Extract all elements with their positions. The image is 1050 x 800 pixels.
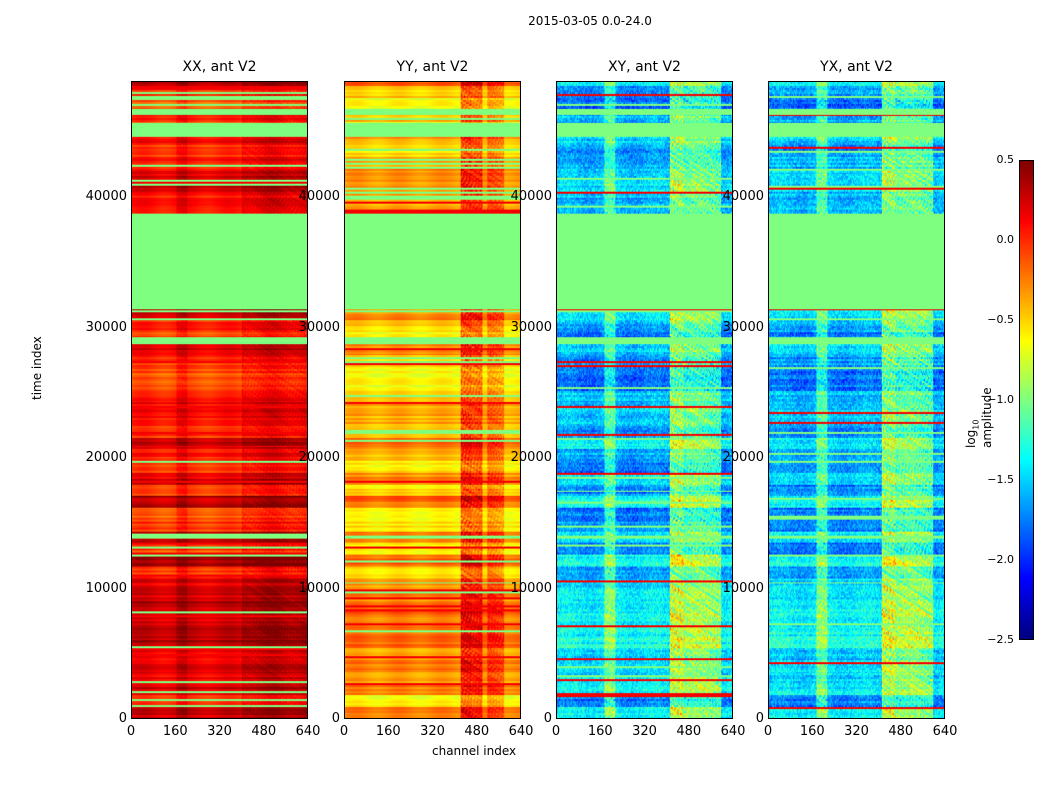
colorbar-label-prefix: log: [964, 429, 978, 448]
heatmap-panel: [344, 81, 521, 719]
y-tick-label: 10000: [298, 580, 340, 596]
x-tick-label: 640: [720, 724, 746, 739]
panel-title: XY, ant V2: [608, 59, 681, 75]
y-tick-label: 40000: [722, 189, 764, 205]
colorbar-label-sub: 10: [971, 419, 981, 430]
heatmap-cells: [769, 82, 944, 718]
panel-title: YY, ant V2: [396, 59, 469, 75]
y-tick-label: 40000: [85, 189, 127, 205]
panel-title: YX, ant V2: [820, 59, 893, 75]
colorbar-tick-label: −2.0: [987, 553, 1014, 566]
x-tick-label: 160: [375, 724, 401, 739]
y-tick-label: 0: [755, 711, 764, 726]
heatmap-panel: [556, 81, 733, 719]
x-tick-label: 160: [162, 724, 188, 739]
heatmap-cells: [345, 82, 520, 718]
y-tick-label: 40000: [298, 189, 340, 205]
y-tick-label: 30000: [298, 319, 340, 335]
panel-title: XX, ant V2: [182, 59, 257, 75]
y-tick-label: 20000: [510, 450, 552, 466]
y-tick-label: 0: [331, 711, 340, 726]
x-tick-label: 480: [888, 724, 914, 739]
x-tick-label: 320: [844, 724, 869, 739]
x-tick-label: 160: [799, 724, 825, 739]
heatmap-cells: [557, 82, 732, 718]
y-tick-label: 10000: [85, 580, 127, 596]
x-axis-label: channel index: [432, 744, 517, 758]
y-tick-label: 20000: [85, 450, 127, 466]
x-tick-label: 0: [763, 724, 773, 739]
y-tick-label: 30000: [722, 319, 764, 335]
y-axis-label: time index: [30, 336, 44, 400]
x-tick-label: 0: [126, 724, 136, 739]
y-tick-label: 20000: [722, 450, 764, 466]
x-tick-label: 480: [464, 724, 490, 739]
y-tick-label: 0: [543, 711, 552, 726]
y-tick-label: 0: [118, 711, 127, 726]
figure-title: 2015-03-05 0.0-24.0: [528, 14, 652, 28]
y-tick-label: 40000: [510, 189, 552, 205]
x-tick-label: 320: [420, 724, 445, 739]
y-tick-label: 10000: [722, 580, 764, 596]
heatmap-panel: [768, 81, 945, 719]
colorbar: [1019, 160, 1034, 640]
y-tick-label: 20000: [298, 450, 340, 466]
y-tick-label: 10000: [510, 580, 552, 596]
colorbar-tick-label: 0.5: [996, 153, 1015, 166]
x-tick-label: 480: [676, 724, 702, 739]
x-tick-label: 480: [251, 724, 277, 739]
y-tick-label: 30000: [510, 319, 552, 335]
colorbar-tick-label: −2.5: [987, 633, 1014, 646]
colorbar-tick-label: −1.0: [987, 393, 1014, 406]
x-tick-label: 640: [932, 724, 958, 739]
x-tick-label: 640: [508, 724, 534, 739]
colorbar-tick-label: −0.5: [987, 313, 1014, 326]
x-tick-label: 0: [339, 724, 349, 739]
x-tick-label: 160: [587, 724, 613, 739]
heatmap-panel: [131, 81, 308, 719]
x-tick-label: 0: [551, 724, 561, 739]
colorbar-tick-label: 0.0: [996, 233, 1015, 246]
y-tick-label: 30000: [85, 319, 127, 335]
x-tick-label: 320: [632, 724, 657, 739]
heatmap-cells: [132, 82, 307, 718]
x-tick-label: 320: [207, 724, 232, 739]
x-tick-label: 640: [295, 724, 321, 739]
colorbar-tick-label: −1.5: [987, 473, 1014, 486]
